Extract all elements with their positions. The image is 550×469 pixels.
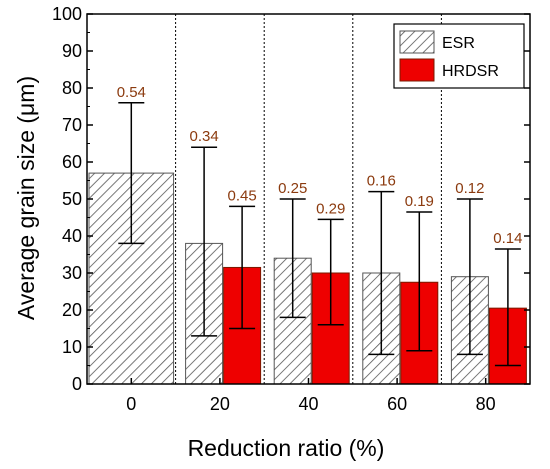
- y-tick-label: 80: [62, 78, 82, 98]
- y-axis-ticks: 0 10 20 30 40 50 60 70 80 90 100: [52, 4, 530, 394]
- x-tick-label: 40: [298, 394, 318, 414]
- data-label: 0.34: [189, 128, 218, 145]
- y-tick-label: 90: [62, 41, 82, 61]
- legend: ESR HRDSR: [393, 23, 525, 89]
- x-tick-label: 60: [387, 394, 407, 414]
- data-labels-layer: 0.54 0.34 0.45 0.25 0.29 0.16 0.19 0.12 0.14: [117, 84, 523, 247]
- data-label: 0.19: [405, 193, 434, 210]
- y-tick-label: 0: [72, 374, 82, 394]
- y-tick-label: 100: [52, 4, 82, 24]
- y-axis-title: Average grain size (μm): [13, 76, 39, 320]
- data-label: 0.12: [455, 180, 484, 197]
- legend-swatch-hrdsr: [399, 58, 435, 82]
- legend-label: HRDSR: [442, 63, 499, 80]
- x-tick-label: 20: [210, 394, 230, 414]
- data-label: 0.45: [227, 187, 256, 204]
- data-label: 0.16: [367, 173, 396, 190]
- y-tick-label: 30: [62, 263, 82, 283]
- y-tick-label: 50: [62, 189, 82, 209]
- y-tick-label: 40: [62, 226, 82, 246]
- data-label: 0.14: [493, 230, 522, 247]
- x-tick-label: 80: [476, 394, 496, 414]
- bars-layer: [88, 172, 527, 385]
- legend-label: ESR: [442, 35, 475, 52]
- y-tick-label: 10: [62, 337, 82, 357]
- y-tick-label: 60: [62, 152, 82, 172]
- x-axis-title: Reduction ratio (%): [188, 435, 385, 461]
- data-label: 0.54: [117, 84, 146, 101]
- y-tick-label: 70: [62, 115, 82, 135]
- x-axis-ticks: 0 20 40 60 80: [126, 378, 496, 414]
- legend-swatch-esr: [399, 30, 435, 54]
- data-label: 0.29: [316, 200, 345, 217]
- x-tick-label: 0: [126, 394, 136, 414]
- data-label: 0.25: [278, 180, 307, 197]
- y-tick-label: 20: [62, 300, 82, 320]
- error-bars-layer: [118, 102, 521, 367]
